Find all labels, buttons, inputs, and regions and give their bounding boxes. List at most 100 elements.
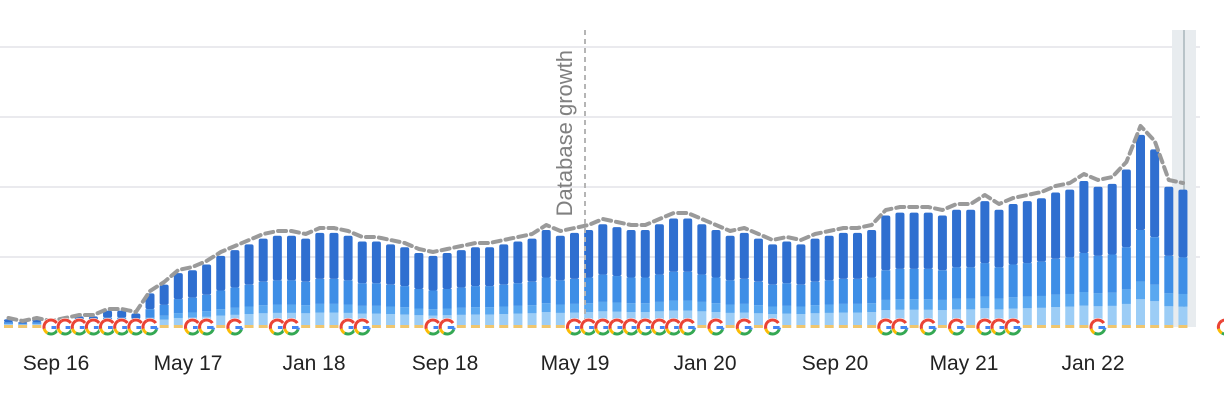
google-icon[interactable] — [608, 318, 626, 336]
bar[interactable] — [456, 250, 466, 328]
bar[interactable] — [386, 244, 396, 328]
bar[interactable] — [287, 235, 296, 328]
bar[interactable] — [357, 241, 367, 328]
bar[interactable] — [1022, 201, 1032, 328]
bar[interactable] — [230, 250, 240, 328]
google-update-markers[interactable] — [42, 318, 1224, 336]
google-icon[interactable] — [763, 318, 782, 336]
bar[interactable] — [1079, 181, 1089, 328]
bar[interactable] — [428, 255, 438, 328]
google-icon[interactable] — [891, 318, 909, 336]
bar[interactable] — [1008, 204, 1018, 328]
bar[interactable] — [923, 212, 933, 328]
bar[interactable] — [711, 229, 721, 328]
google-icon[interactable] — [438, 318, 457, 336]
bar[interactable] — [343, 235, 353, 328]
bar[interactable] — [159, 284, 169, 328]
google-icon[interactable] — [282, 318, 301, 336]
bar[interactable] — [768, 244, 778, 328]
bar[interactable] — [527, 238, 537, 328]
bar-segment-top — [1121, 169, 1131, 248]
bar[interactable] — [697, 224, 707, 328]
bar[interactable] — [1150, 149, 1160, 328]
bar[interactable] — [1164, 186, 1174, 328]
bar-segment-low — [952, 309, 962, 325]
bar[interactable] — [640, 229, 650, 328]
bar[interactable] — [555, 235, 565, 328]
google-icon[interactable] — [593, 318, 612, 336]
bar[interactable] — [485, 247, 495, 328]
bar[interactable] — [881, 215, 891, 328]
bar[interactable] — [499, 244, 509, 328]
bar[interactable] — [796, 244, 806, 328]
bar[interactable] — [414, 253, 424, 328]
bar-segment-low — [994, 309, 1004, 325]
bar[interactable] — [18, 322, 28, 328]
google-icon[interactable] — [225, 318, 244, 336]
bar[interactable] — [626, 229, 636, 328]
google-icon[interactable] — [678, 318, 697, 336]
bar[interactable] — [442, 253, 452, 328]
bar[interactable] — [1107, 183, 1117, 328]
bar[interactable] — [725, 235, 735, 328]
bar-segment-base — [824, 325, 834, 328]
bar[interactable] — [669, 218, 679, 328]
bar[interactable] — [937, 215, 947, 328]
bar[interactable] — [371, 241, 381, 328]
bar[interactable] — [782, 241, 792, 328]
bar[interactable] — [753, 238, 763, 328]
google-icon[interactable] — [735, 318, 754, 336]
google-icon[interactable] — [947, 318, 966, 336]
google-icon[interactable] — [353, 318, 372, 336]
bar[interactable] — [244, 244, 254, 328]
bar[interactable] — [301, 238, 311, 328]
google-icon[interactable] — [98, 318, 117, 336]
bar[interactable] — [612, 227, 622, 328]
bar[interactable] — [1093, 186, 1103, 328]
bar[interactable] — [739, 232, 749, 328]
google-icon[interactable] — [707, 318, 725, 336]
bar-segment-mid — [1150, 284, 1160, 302]
bar[interactable] — [824, 235, 834, 328]
google-icon[interactable] — [1216, 318, 1224, 336]
bar[interactable] — [216, 255, 226, 328]
bar[interactable] — [598, 224, 608, 328]
bar[interactable] — [853, 232, 862, 328]
google-icon[interactable] — [1004, 318, 1023, 336]
google-icon[interactable] — [919, 318, 938, 336]
bar[interactable] — [909, 212, 919, 328]
google-icon[interactable] — [112, 318, 131, 336]
bar[interactable] — [952, 209, 962, 328]
bar[interactable] — [966, 209, 976, 328]
bar[interactable] — [1036, 198, 1046, 328]
bar[interactable] — [1065, 189, 1075, 328]
bar[interactable] — [810, 238, 820, 328]
bar[interactable] — [838, 232, 848, 328]
bar-segment-low — [301, 313, 311, 325]
bar[interactable] — [272, 235, 282, 328]
bar[interactable] — [173, 273, 183, 328]
bar[interactable] — [1121, 169, 1131, 328]
bar[interactable] — [1136, 134, 1145, 328]
bar[interactable] — [570, 232, 579, 328]
bar[interactable] — [994, 209, 1004, 328]
bar[interactable] — [400, 247, 410, 328]
bar[interactable] — [329, 232, 339, 328]
bar[interactable] — [1178, 189, 1188, 328]
bar[interactable] — [867, 229, 877, 328]
bar[interactable] — [1051, 192, 1061, 328]
bar[interactable] — [470, 247, 480, 328]
bar[interactable] — [315, 232, 325, 328]
bar[interactable] — [683, 218, 693, 328]
bar[interactable] — [513, 241, 523, 328]
bar[interactable] — [980, 201, 990, 328]
bar[interactable] — [895, 212, 905, 328]
google-icon[interactable] — [197, 318, 216, 336]
bar-segment-upper-mid — [923, 268, 933, 300]
bar[interactable] — [258, 238, 268, 328]
bar-segment-low — [895, 309, 905, 325]
bar[interactable] — [541, 229, 551, 328]
google-icon[interactable] — [1089, 318, 1107, 336]
google-icon[interactable] — [141, 318, 159, 336]
bar[interactable] — [654, 224, 664, 328]
